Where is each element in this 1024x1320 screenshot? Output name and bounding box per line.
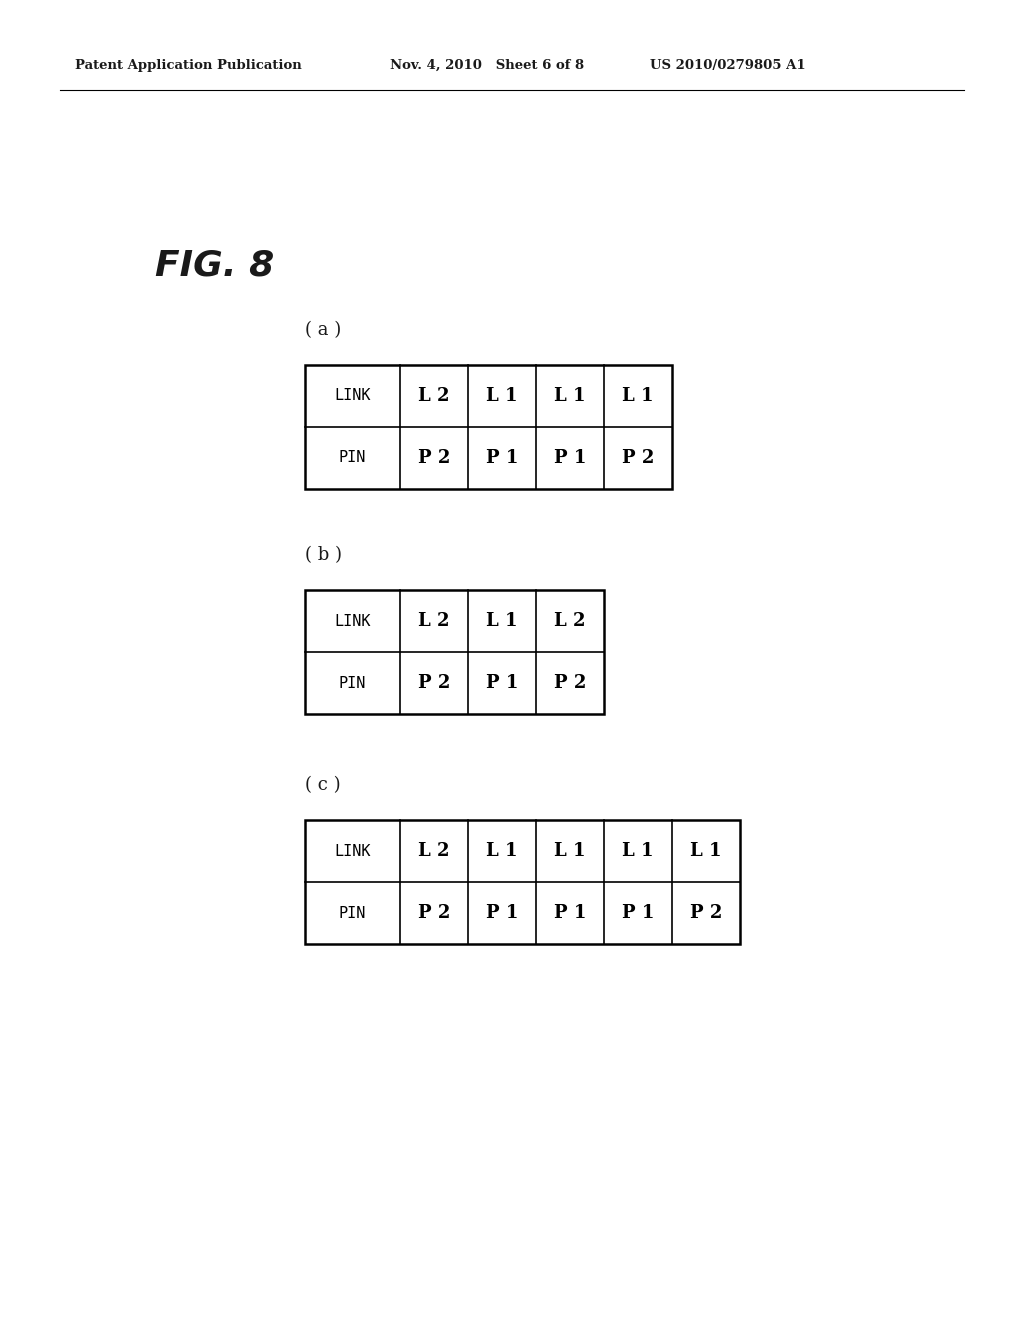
Text: P 1: P 1 bbox=[485, 675, 518, 692]
Text: LINK: LINK bbox=[334, 843, 371, 858]
Text: P 2: P 2 bbox=[418, 449, 451, 467]
Text: P 2: P 2 bbox=[418, 904, 451, 921]
Text: L 1: L 1 bbox=[623, 387, 653, 405]
Text: P 2: P 2 bbox=[418, 675, 451, 692]
Text: Nov. 4, 2010   Sheet 6 of 8: Nov. 4, 2010 Sheet 6 of 8 bbox=[390, 58, 584, 71]
Bar bbox=[305, 820, 740, 944]
Text: L 1: L 1 bbox=[554, 387, 586, 405]
Text: LINK: LINK bbox=[334, 614, 371, 628]
Text: L 1: L 1 bbox=[486, 387, 518, 405]
Text: L 2: L 2 bbox=[418, 387, 450, 405]
Text: L 2: L 2 bbox=[418, 612, 450, 630]
Text: L 1: L 1 bbox=[623, 842, 653, 861]
Text: L 2: L 2 bbox=[418, 842, 450, 861]
Text: L 1: L 1 bbox=[486, 842, 518, 861]
Text: P 2: P 2 bbox=[554, 675, 586, 692]
Text: ( c ): ( c ) bbox=[305, 776, 341, 795]
Bar bbox=[305, 590, 604, 714]
Text: ( b ): ( b ) bbox=[305, 546, 342, 564]
Text: P 1: P 1 bbox=[622, 904, 654, 921]
Text: US 2010/0279805 A1: US 2010/0279805 A1 bbox=[650, 58, 806, 71]
Text: PIN: PIN bbox=[339, 906, 367, 920]
Text: L 1: L 1 bbox=[554, 842, 586, 861]
Text: L 1: L 1 bbox=[690, 842, 722, 861]
Bar bbox=[305, 366, 672, 488]
Text: P 1: P 1 bbox=[554, 449, 586, 467]
Text: LINK: LINK bbox=[334, 388, 371, 404]
Text: P 2: P 2 bbox=[690, 904, 722, 921]
Text: FIG. 8: FIG. 8 bbox=[155, 248, 274, 282]
Text: L 1: L 1 bbox=[486, 612, 518, 630]
Text: P 2: P 2 bbox=[622, 449, 654, 467]
Text: Patent Application Publication: Patent Application Publication bbox=[75, 58, 302, 71]
Text: L 2: L 2 bbox=[554, 612, 586, 630]
Text: P 1: P 1 bbox=[485, 904, 518, 921]
Text: ( a ): ( a ) bbox=[305, 321, 341, 339]
Text: P 1: P 1 bbox=[485, 449, 518, 467]
Text: PIN: PIN bbox=[339, 676, 367, 690]
Text: P 1: P 1 bbox=[554, 904, 586, 921]
Text: PIN: PIN bbox=[339, 450, 367, 466]
